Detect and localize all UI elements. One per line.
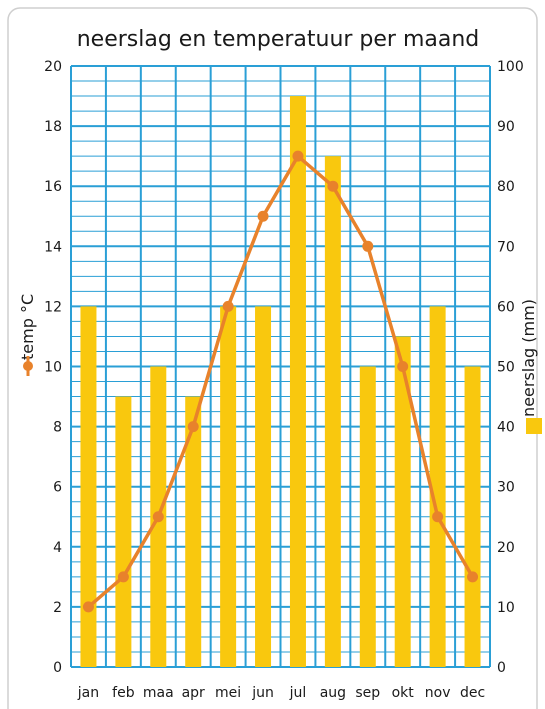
x-tick-label: jul [289, 685, 307, 701]
left-tick-label: 10 [44, 360, 62, 376]
right-tick-label: 80 [497, 179, 515, 195]
precip-bar [464, 366, 481, 667]
temp-point [292, 150, 304, 162]
precip-bar [80, 306, 97, 667]
right-tick-label: 20 [497, 540, 515, 556]
x-tick-label: jan [77, 685, 99, 701]
left-tick-label: 18 [44, 119, 62, 135]
left-tick-label: 6 [53, 480, 62, 496]
right-tick-label: 50 [497, 360, 515, 376]
precip-legend-marker [526, 418, 542, 434]
x-tick-label: nov [425, 685, 451, 701]
left-tick-label: 14 [44, 239, 62, 255]
left-axis-label-group: temp °C [18, 294, 37, 376]
precip-bar [429, 306, 446, 667]
temp-point [362, 240, 374, 252]
tick-layer: 0 2 4 6 8 10 12 14 16 18 20 0 10 20 30 40 50 60 70 80 90 100 j… [44, 59, 524, 701]
precip-bar [115, 396, 132, 667]
temp-point [432, 511, 444, 523]
temp-point [187, 421, 199, 433]
grid-layer [70, 65, 491, 668]
precip-bar [255, 306, 272, 667]
chart-title: neerslag en temperatuur per maand [77, 27, 480, 52]
right-tick-label: 10 [497, 600, 515, 616]
precip-bar [324, 156, 341, 667]
right-tick-label: 30 [497, 480, 515, 496]
left-tick-label: 0 [53, 660, 62, 676]
x-tick-label: feb [112, 685, 135, 701]
right-tick-label: 70 [497, 239, 515, 255]
temp-point [397, 361, 409, 372]
left-tick-label: 8 [53, 420, 62, 436]
right-tick-label: 100 [497, 59, 524, 75]
x-tick-label: mei [215, 685, 241, 701]
right-tick-label: 40 [497, 420, 515, 436]
right-tick-label: 0 [497, 660, 506, 676]
x-tick-label: aug [320, 685, 346, 701]
temp-point [222, 300, 234, 312]
right-axis-label-group: neerslag (mm) [519, 299, 538, 417]
left-tick-label: 12 [44, 299, 62, 315]
temp-point [152, 511, 164, 523]
line-layer [82, 150, 479, 613]
x-tick-label: apr [182, 685, 205, 701]
temp-legend-marker [23, 361, 33, 371]
precip-bar [220, 306, 237, 667]
x-tick-label: jun [251, 685, 274, 701]
precip-bar [394, 336, 411, 667]
temp-line [87, 154, 475, 609]
left-tick-label: 4 [53, 540, 62, 556]
x-tick-label: sep [355, 685, 380, 701]
temp-point [82, 601, 94, 613]
x-tick-label: dec [460, 685, 485, 701]
right-axis-label: neerslag (mm) [519, 299, 538, 417]
x-tick-label: okt [392, 685, 415, 701]
temp-point [257, 210, 269, 222]
temp-point [117, 571, 129, 583]
left-tick-label: 2 [53, 600, 62, 616]
right-tick-label: 60 [497, 299, 515, 315]
left-axis-label: temp °C [18, 294, 37, 360]
temp-point [467, 571, 479, 583]
left-tick-label: 20 [44, 59, 62, 75]
right-tick-label: 90 [497, 119, 515, 135]
x-tick-label: maa [143, 685, 174, 701]
temp-point [327, 180, 339, 192]
left-tick-label: 16 [44, 179, 62, 195]
precip-bar [185, 396, 202, 667]
precip-bar [289, 96, 306, 668]
precip-bar [359, 366, 376, 667]
